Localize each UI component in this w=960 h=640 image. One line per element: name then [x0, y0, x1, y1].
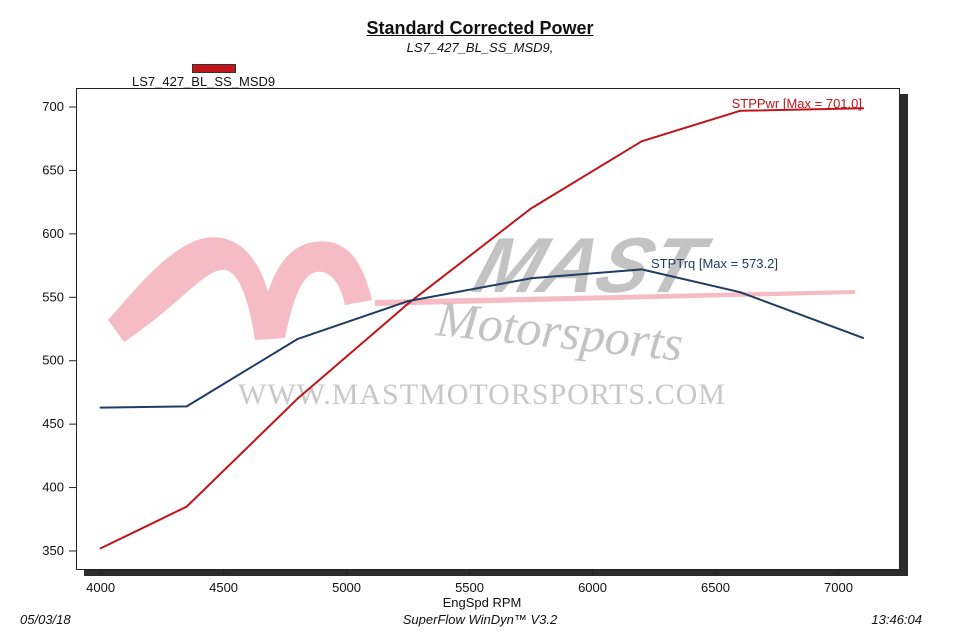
- x-axis-label: EngSpd RPM: [443, 595, 522, 610]
- x-tick-label: 5000: [332, 580, 361, 595]
- y-tick-label: 600: [42, 226, 64, 241]
- data-point-stptrq: [99, 406, 102, 409]
- x-tick-label: 4500: [209, 580, 238, 595]
- legend-label: LS7_427_BL_SS_MSD9: [132, 74, 276, 89]
- series-line-stptrq: [100, 268, 864, 409]
- data-point-stppwr: [739, 109, 742, 112]
- data-point-stppwr: [530, 207, 533, 210]
- y-tick-label: 350: [42, 543, 64, 558]
- y-tick-label: 450: [42, 416, 64, 431]
- x-tick-label: 6500: [701, 580, 730, 595]
- x-tick-label: 4000: [86, 580, 115, 595]
- chart-title: Standard Corrected Power: [366, 18, 594, 38]
- footer-time: 13:46:04: [871, 612, 922, 627]
- y-tick-label: 700: [42, 99, 64, 114]
- x-tick-label: 7000: [824, 580, 853, 595]
- footer-date: 05/03/18: [20, 612, 71, 627]
- data-point-stppwr: [407, 302, 410, 305]
- legend-swatch: [192, 64, 236, 73]
- series-label-stppwr: STPPwr [Max = 701.0]: [732, 96, 862, 111]
- y-tick-label: 650: [42, 162, 64, 177]
- data-point-stptrq: [296, 338, 299, 341]
- data-point-stppwr: [185, 505, 188, 508]
- series-line-stppwr: [100, 107, 864, 550]
- watermark-url: WWW.MASTMOTORSPORTS.COM: [238, 378, 726, 411]
- data-point-stptrq: [530, 277, 533, 280]
- plot-area: [76, 88, 900, 570]
- watermark-swoosh: [108, 237, 372, 342]
- data-point-stppwr: [862, 107, 865, 110]
- x-tick-label: 5500: [455, 580, 484, 595]
- data-point-stptrq: [185, 405, 188, 408]
- y-tick-label: 500: [42, 353, 64, 368]
- data-point-stptrq: [862, 336, 865, 339]
- data-point-stppwr: [296, 397, 299, 400]
- watermark-brand-top: MAST: [464, 222, 719, 309]
- chart-subtitle: LS7_427_BL_SS_MSD9,: [406, 40, 554, 55]
- data-point-stptrq: [640, 268, 643, 271]
- series-label-stptrq: STPTrq [Max = 573.2]: [651, 256, 778, 271]
- data-point-stptrq: [739, 291, 742, 294]
- watermark: MAST Motorsports WWW.MASTMOTORSPORTS.COM: [108, 222, 855, 411]
- watermark-stripe: [375, 290, 855, 306]
- y-tick-label: 400: [42, 480, 64, 495]
- data-point-stppwr: [640, 140, 643, 143]
- y-tick-label: 550: [42, 289, 64, 304]
- data-point-stptrq: [407, 300, 410, 303]
- data-point-stppwr: [99, 547, 102, 550]
- footer-software: SuperFlow WinDyn™ V3.2: [402, 612, 558, 627]
- x-tick-label: 6000: [578, 580, 607, 595]
- series-layer: STPPwr [Max = 701.0] STPTrq [Max = 573.2]: [99, 96, 865, 550]
- axes: 350 400 450 500 550 600 650 700 4000 4500 5000 5500…: [42, 99, 853, 595]
